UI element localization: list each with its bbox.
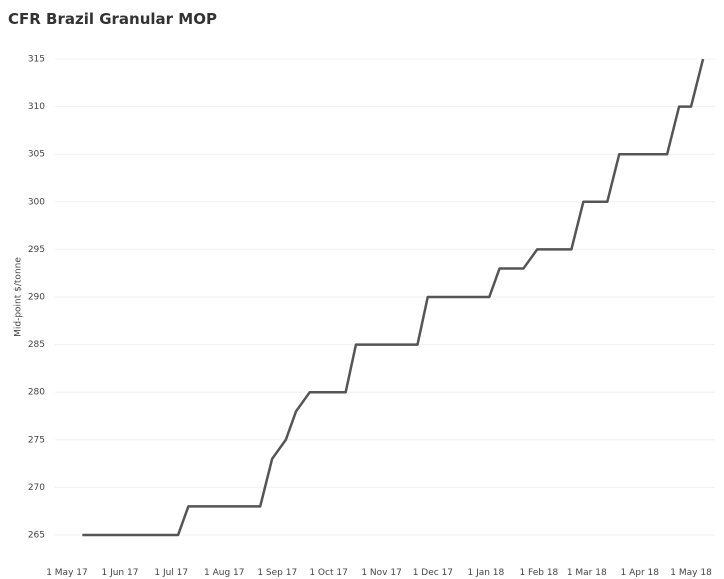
- x-tick-label: 1 Dec 17: [413, 568, 453, 578]
- x-tick-label: 1 Jul 17: [154, 568, 188, 578]
- y-tick-label: 270: [28, 483, 45, 493]
- y-tick-label: 265: [28, 530, 45, 540]
- y-tick-label: 295: [28, 245, 45, 255]
- x-tick-label: 1 Jun 17: [101, 568, 138, 578]
- y-tick-label: 275: [28, 435, 45, 445]
- x-tick-label: 1 May 17: [46, 568, 88, 578]
- y-tick-label: 285: [28, 340, 45, 350]
- x-tick-label: 1 Mar 18: [567, 568, 607, 578]
- y-tick-label: 300: [28, 197, 45, 207]
- x-tick-label: 1 Nov 17: [361, 568, 401, 578]
- y-tick-label: 310: [28, 102, 45, 112]
- line: [82, 58, 705, 537]
- x-tick-label: 1 Sep 17: [257, 568, 297, 578]
- x-tick-label: 1 May 18: [670, 568, 712, 578]
- x-tick-label: 1 Aug 17: [204, 568, 244, 578]
- y-tick-label: 315: [28, 55, 45, 65]
- x-tick-label: 1 Oct 17: [309, 568, 347, 578]
- y-axis-label: Mid-point $/tonne: [14, 257, 24, 337]
- y-tick-label: 305: [28, 150, 45, 160]
- chart-title: CFR Brazil Granular MOP: [8, 10, 217, 28]
- y-tick-label: 280: [28, 388, 45, 398]
- x-tick-label: 1 Jan 18: [467, 568, 504, 578]
- x-tick-label: 1 Feb 18: [519, 568, 558, 578]
- y-tick-label: 290: [28, 293, 45, 303]
- x-tick-label: 1 Apr 18: [621, 568, 660, 578]
